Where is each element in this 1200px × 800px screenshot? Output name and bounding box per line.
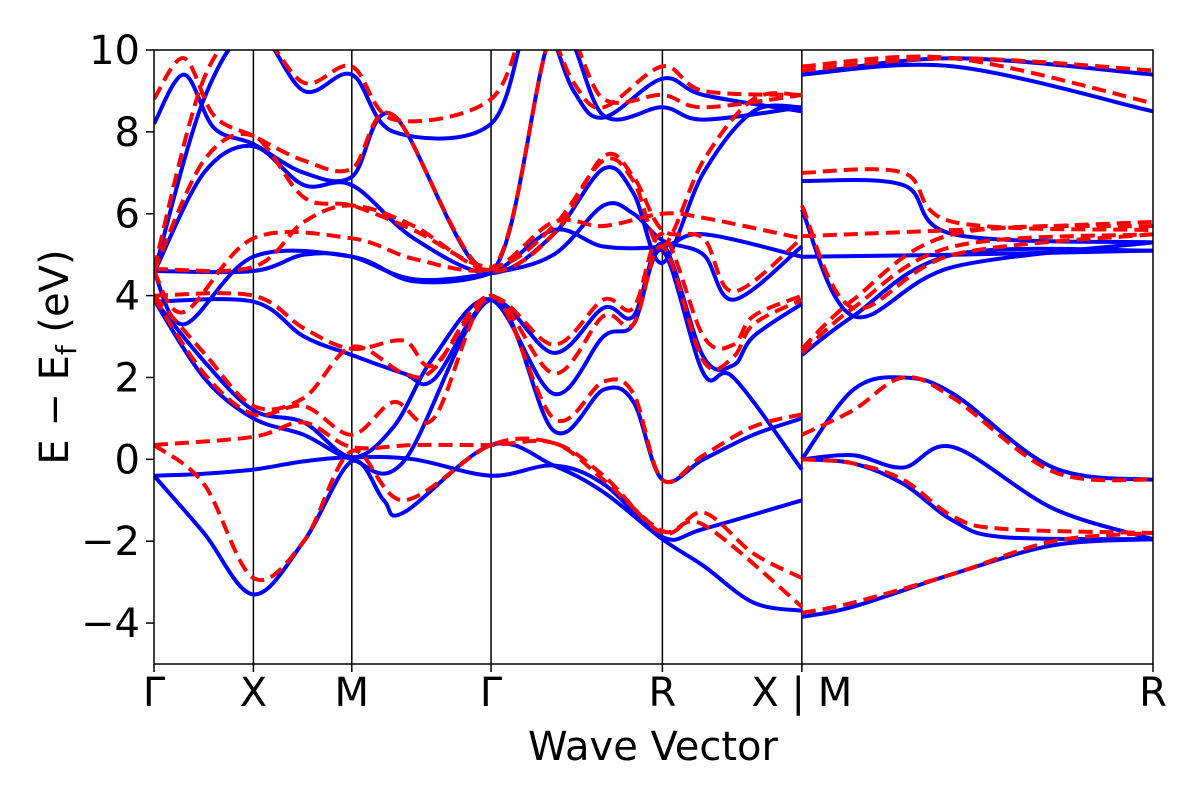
series-2-band-8 [154, 91, 1153, 272]
high-symmetry-lines [252, 50, 803, 664]
y-axis-title-main: E − E [32, 355, 78, 465]
series-1-band-7 [154, 201, 1153, 320]
series-2-band-3 [154, 293, 1153, 485]
series-2-band-4 [154, 232, 1153, 412]
y-axis-title-unit: (eV) [32, 249, 78, 345]
bands [154, 50, 1153, 619]
y-tick-label-1: −2 [81, 519, 140, 565]
series-1-band-4 [154, 248, 1153, 482]
plot-area [153, 49, 1154, 665]
series-1-band-6 [154, 227, 1153, 327]
y-tick-label-5: 6 [115, 192, 140, 238]
series-1-band-2 [154, 441, 1153, 619]
series-1 [154, 50, 1153, 619]
y-tick-label-0: −4 [81, 601, 140, 647]
series-2-band-7 [154, 151, 1153, 311]
y-tick-label-3: 2 [115, 355, 140, 401]
plot-frame [153, 49, 1154, 665]
series-2-band-6 [154, 211, 1153, 315]
x-tick-label-0: Γ [143, 670, 166, 716]
y-axis-title: E − Ef (eV) [32, 249, 83, 464]
y-tick-label-7: 10 [89, 28, 140, 74]
y-tick-label-6: 8 [115, 110, 140, 156]
x-tick-label-6: R [1139, 670, 1167, 716]
series-2-band-1 [154, 436, 1153, 615]
x-tick-label-3: Γ [480, 670, 503, 716]
series-1-band-5 [154, 242, 1153, 387]
y-tick-label-4: 4 [115, 274, 140, 320]
x-tick-label-2: M [335, 670, 370, 716]
y-axis-title-subscript: f [50, 344, 83, 355]
x-tick-label-4: R [648, 670, 676, 716]
y-tick-label-2: 0 [115, 437, 140, 483]
series-2 [154, 50, 1153, 615]
x-tick-label-1: X [240, 670, 267, 716]
x-axis-title: Wave Vector [528, 724, 779, 770]
x-tick-label-5: X | M [751, 670, 852, 716]
series-2-band-10 [154, 50, 1153, 270]
series-2-band-2 [154, 420, 1153, 609]
y-axis: −4 −2 0 2 4 6 8 10 [81, 28, 154, 647]
x-axis: Γ X M Γ R X | M R [143, 664, 1167, 716]
